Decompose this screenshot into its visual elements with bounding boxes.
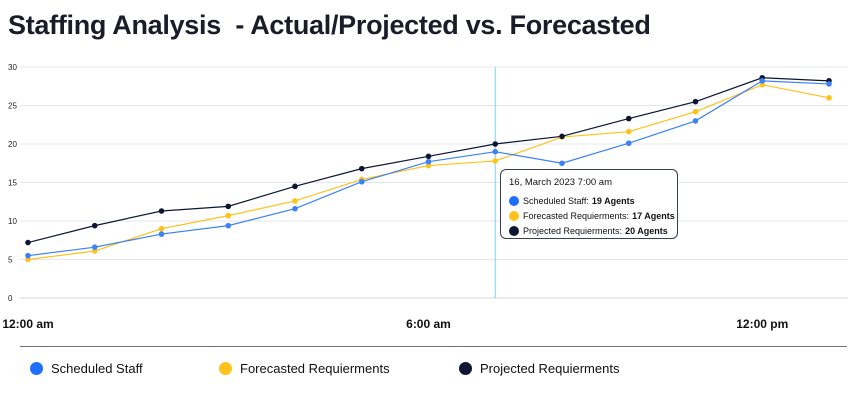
tooltip-row-scheduled: Scheduled Staff: 19 Agents (509, 193, 677, 208)
series-0-point (25, 256, 31, 263)
legend-dot-scheduled (30, 362, 43, 375)
legend-item-scheduled-staff[interactable]: Scheduled Staff (30, 361, 143, 376)
series-0-point (759, 81, 766, 88)
series-1-point (625, 115, 632, 122)
series-0-point (826, 95, 832, 101)
tooltip-value-projected: 20 Agents (625, 225, 668, 236)
y-tick-label: 30 (8, 63, 17, 72)
legend-dot-projected (459, 362, 472, 375)
series-2-point (358, 178, 365, 185)
series-2-point (25, 252, 31, 259)
chart-title: Staffing Analysis - Actual/Projected vs.… (8, 10, 651, 40)
series-1-point (225, 203, 232, 210)
series-0-point (625, 128, 632, 135)
tooltip-value-scheduled: 19 Agents (591, 195, 635, 206)
tooltip-dot-scheduled (509, 195, 519, 206)
series-1-point (91, 222, 98, 229)
hover-tooltip: 16, March 2023 7:00 am Scheduled Staff: … (500, 169, 678, 239)
series-0-point (425, 162, 432, 169)
tooltip-row-projected: Projected Requierments: 20 Agents (509, 223, 677, 238)
series-1-point (492, 141, 499, 147)
series-2-point (492, 148, 499, 155)
y-tick-label: 15 (8, 179, 17, 188)
x-tick-label: 12:00 pm (736, 317, 788, 331)
tooltip-row-forecasted: Forecasted Requierments: 17 Agents (509, 208, 677, 223)
tooltip-dot-projected (509, 225, 519, 236)
series-1-point (559, 133, 565, 140)
tooltip-label-forecasted: Forecasted Requierments: (523, 210, 630, 221)
series-2-point (91, 244, 98, 250)
series-1-point (692, 98, 699, 105)
y-tick-label: 25 (8, 102, 17, 111)
tooltip-value-forecasted: 17 Agents (632, 210, 675, 221)
series-0-point (692, 108, 699, 115)
series-1-point (292, 183, 298, 190)
y-tick-label: 0 (8, 294, 13, 303)
legend-item-forecasted[interactable]: Forecasted Requierments (219, 361, 390, 376)
series-0-point (91, 248, 98, 254)
series-2-point (158, 231, 165, 237)
tooltip-dot-forecasted (509, 210, 519, 221)
legend-dot-forecasted (219, 362, 232, 375)
series-1-point (425, 153, 432, 160)
x-tick-label: 12:00 am (2, 317, 53, 331)
series-0-point (225, 212, 232, 219)
tooltip-label-projected: Projected Requierments: (523, 225, 623, 236)
legend-label-projected: Projected Requierments (480, 361, 620, 376)
line-chart: 0 5 10 15 20 25 30 12:00 am 6:00 am 12:00 pm (2, 63, 848, 331)
series-0-point (292, 198, 298, 204)
series-0-point (158, 225, 165, 232)
series-1-point (358, 165, 365, 172)
series-2-point (225, 222, 232, 229)
y-tick-label: 20 (8, 140, 17, 149)
series-line-0 (27, 84, 830, 261)
series-1-point (25, 239, 31, 246)
legend-label-forecasted: Forecasted Requierments (240, 361, 390, 376)
series-2-point (759, 78, 766, 84)
series-2-point (826, 81, 832, 87)
series-2-point (425, 158, 432, 165)
chart-legend: Scheduled Staff Forecasted Requierments … (0, 361, 850, 381)
y-tick-label: 10 (8, 217, 17, 226)
legend-label-scheduled: Scheduled Staff (51, 361, 143, 376)
series-2-point (625, 140, 632, 147)
x-tick-label: 6:00 am (406, 317, 451, 331)
legend-divider (20, 346, 847, 347)
tooltip-date: 16, March 2023 7:00 am (509, 177, 612, 188)
y-tick-label: 5 (8, 256, 13, 265)
series-2-point (559, 160, 565, 167)
legend-item-projected[interactable]: Projected Requierments (459, 361, 619, 376)
series-1-point (158, 208, 165, 214)
tooltip-label-scheduled: Scheduled Staff: (523, 195, 589, 206)
series-2-point (692, 118, 699, 124)
series-0-point (492, 158, 499, 164)
series-2-point (292, 205, 298, 212)
